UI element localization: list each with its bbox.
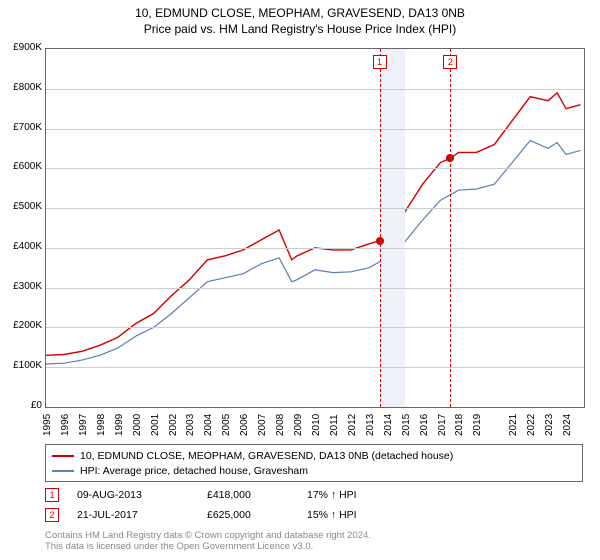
x-tick-label: 2024: [562, 414, 573, 436]
transaction-price: £625,000: [207, 509, 307, 521]
x-tick-label: 2000: [132, 414, 143, 436]
transaction-badge: 2: [45, 508, 59, 522]
chart-plot-area: 12: [45, 48, 585, 408]
legend-swatch: [52, 470, 74, 472]
title-line-2: Price paid vs. HM Land Registry's House …: [0, 22, 600, 36]
x-tick-label: 2021: [508, 414, 519, 436]
gridline: [46, 248, 584, 249]
marker-vline: [450, 49, 451, 407]
footer-line-2: This data is licensed under the Open Gov…: [45, 541, 371, 552]
footer-attribution: Contains HM Land Registry data © Crown c…: [45, 530, 371, 553]
x-tick-label: 2019: [472, 414, 483, 436]
marker-band: [380, 49, 405, 407]
transaction-date: 09-AUG-2013: [77, 489, 207, 501]
transaction-row: 2 21-JUL-2017 £625,000 15% ↑ HPI: [45, 505, 407, 525]
gridline: [46, 208, 584, 209]
x-tick-label: 2011: [329, 414, 340, 436]
marker-label-box: 1: [373, 55, 387, 69]
x-tick-label: 2006: [239, 414, 250, 436]
marker-vline: [380, 49, 381, 407]
gridline: [46, 89, 584, 90]
y-tick-label: £0: [2, 400, 42, 411]
y-tick-label: £100K: [2, 360, 42, 371]
price-paid-dot: [376, 237, 384, 245]
x-tick-label: 2008: [275, 414, 286, 436]
transaction-badge: 1: [45, 488, 59, 502]
series-property: [46, 93, 580, 356]
x-tick-label: 1997: [78, 414, 89, 436]
y-tick-label: £500K: [2, 201, 42, 212]
y-tick-label: £400K: [2, 241, 42, 252]
legend-label: HPI: Average price, detached house, Grav…: [80, 465, 308, 477]
transaction-row: 1 09-AUG-2013 £418,000 17% ↑ HPI: [45, 485, 407, 505]
y-tick-label: £300K: [2, 281, 42, 292]
y-tick-label: £600K: [2, 161, 42, 172]
title-line-1: 10, EDMUND CLOSE, MEOPHAM, GRAVESEND, DA…: [0, 6, 600, 20]
x-tick-label: 1995: [42, 414, 53, 436]
transaction-pct: 17% ↑ HPI: [307, 489, 407, 501]
x-tick-label: 2001: [150, 414, 161, 436]
chart-svg: [46, 49, 584, 407]
legend-swatch: [52, 455, 74, 457]
transactions-table: 1 09-AUG-2013 £418,000 17% ↑ HPI 2 21-JU…: [45, 485, 407, 525]
y-tick-label: £700K: [2, 122, 42, 133]
x-tick-label: 1998: [96, 414, 107, 436]
x-tick-label: 2022: [526, 414, 537, 436]
x-tick-label: 2013: [365, 414, 376, 436]
gridline: [46, 168, 584, 169]
chart-titles: 10, EDMUND CLOSE, MEOPHAM, GRAVESEND, DA…: [0, 0, 600, 36]
y-tick-label: £200K: [2, 320, 42, 331]
x-tick-label: 2023: [544, 414, 555, 436]
x-tick-label: 2012: [347, 414, 358, 436]
price-paid-dot: [446, 154, 454, 162]
gridline: [46, 288, 584, 289]
legend: 10, EDMUND CLOSE, MEOPHAM, GRAVESEND, DA…: [45, 444, 583, 482]
transaction-pct: 15% ↑ HPI: [307, 509, 407, 521]
legend-item: HPI: Average price, detached house, Grav…: [52, 463, 576, 478]
x-tick-label: 2018: [454, 414, 465, 436]
x-tick-label: 1999: [114, 414, 125, 436]
gridline: [46, 327, 584, 328]
x-tick-label: 2017: [437, 414, 448, 436]
legend-item: 10, EDMUND CLOSE, MEOPHAM, GRAVESEND, DA…: [52, 448, 576, 463]
x-tick-label: 2004: [203, 414, 214, 436]
x-tick-label: 1996: [60, 414, 71, 436]
y-tick-label: £800K: [2, 82, 42, 93]
marker-label-box: 2: [443, 55, 457, 69]
gridline: [46, 367, 584, 368]
gridline: [46, 129, 584, 130]
x-tick-label: 2003: [185, 414, 196, 436]
transaction-price: £418,000: [207, 489, 307, 501]
x-tick-label: 2005: [221, 414, 232, 436]
x-tick-label: 2007: [257, 414, 268, 436]
x-tick-label: 2010: [311, 414, 322, 436]
x-tick-label: 2016: [419, 414, 430, 436]
x-tick-label: 2014: [383, 414, 394, 436]
x-tick-label: 2009: [293, 414, 304, 436]
transaction-date: 21-JUL-2017: [77, 509, 207, 521]
y-tick-label: £900K: [2, 42, 42, 53]
x-tick-label: 2002: [168, 414, 179, 436]
footer-line-1: Contains HM Land Registry data © Crown c…: [45, 530, 371, 541]
x-tick-label: 2015: [401, 414, 412, 436]
legend-label: 10, EDMUND CLOSE, MEOPHAM, GRAVESEND, DA…: [80, 450, 453, 462]
